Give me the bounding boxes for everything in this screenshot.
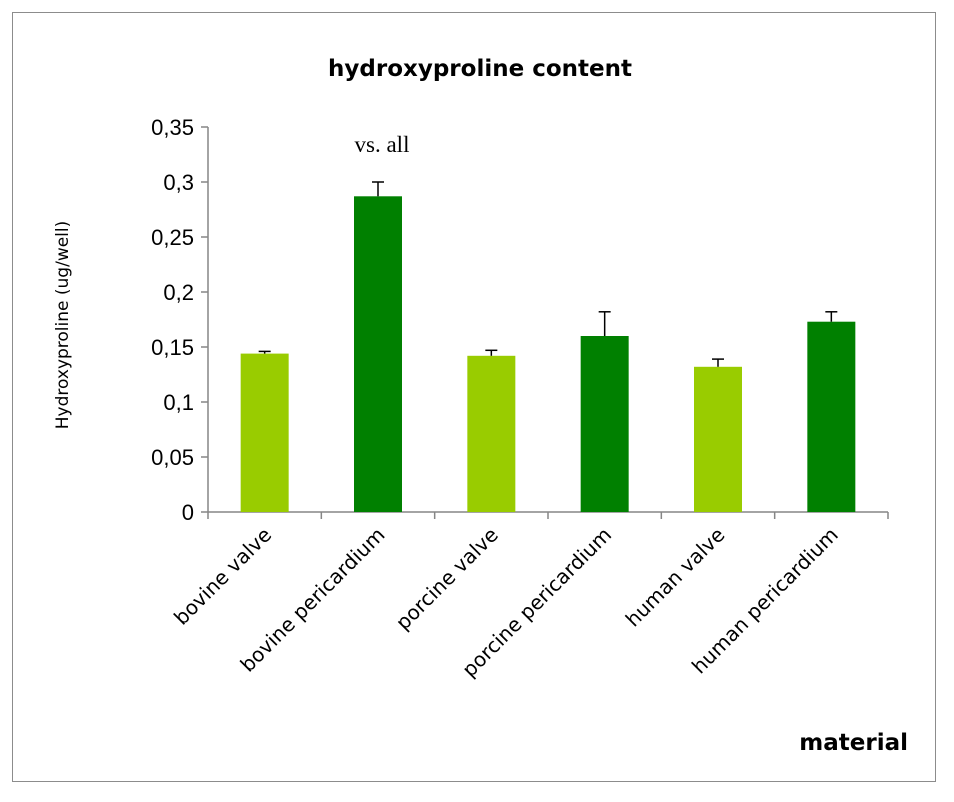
y-tick-label: 0,3 xyxy=(163,170,194,195)
axes xyxy=(201,126,889,519)
y-tick-label: 0,25 xyxy=(151,225,194,250)
bar xyxy=(240,353,289,512)
y-tick-label: 0,35 xyxy=(151,115,194,140)
y-tick-label: 0,05 xyxy=(151,445,194,470)
bar xyxy=(467,355,516,512)
y-tick-label: 0 xyxy=(182,500,194,525)
chart-title: hydroxyproline content xyxy=(328,56,632,82)
y-tick-label: 0,2 xyxy=(163,280,194,305)
x-axis-label: material xyxy=(799,730,908,756)
x-tick-label: porcine valve xyxy=(391,523,503,635)
bar xyxy=(694,366,742,512)
bar xyxy=(354,196,402,513)
y-tick-label: 0,15 xyxy=(151,335,194,360)
y-tick-label: 0,1 xyxy=(163,390,194,415)
x-tick-label: human valve xyxy=(621,523,730,632)
significance-annotation: vs. all xyxy=(355,132,410,157)
y-axis-label: Hydroxyproline (ug/well) xyxy=(53,221,73,430)
bar xyxy=(580,336,629,512)
x-tick-label: bovine valve xyxy=(169,523,276,630)
bars xyxy=(240,181,856,513)
bar xyxy=(807,321,856,512)
